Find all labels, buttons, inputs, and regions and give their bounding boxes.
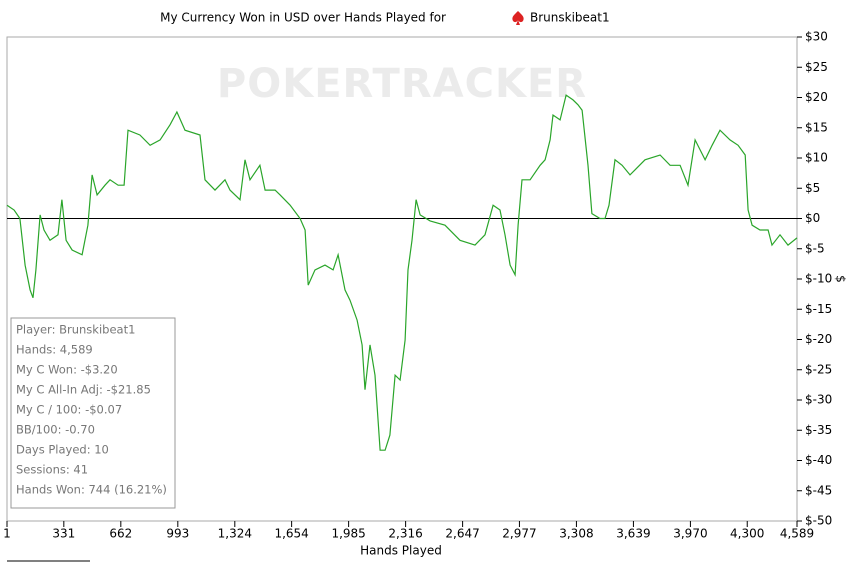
y-tick-label: $-5 [805,241,825,255]
stat-line: BB/100: -0.70 [16,423,95,437]
y-tick-label: $20 [805,90,828,104]
title-name: Brunskibeat1 [530,11,610,25]
y-tick-label: $-15 [805,302,832,316]
plot-area: $30 $25 $20 $15 $10 $5 $0 $-5 $-10 $-15 $-20 $-25 $-… [3,30,832,541]
stat-line: Player: Brunskibeat1 [16,323,135,337]
stat-line: Hands Won: 744 (16.21%) [16,483,167,497]
x-tick-label: 2,977 [502,527,536,541]
y-axis-label: $ [834,275,848,283]
x-tick-label: 1,324 [218,527,252,541]
y-tick-label: $-30 [805,393,832,407]
x-tick-label: 2,316 [388,527,422,541]
stat-line: My C Won: -$3.20 [16,363,118,377]
x-tick-label: 1,654 [274,527,308,541]
stats-frame [10,317,176,509]
stat-line: Days Played: 10 [16,443,109,457]
x-tick-label: 4,300 [730,527,764,541]
x-tick-label: 1,985 [331,527,365,541]
stat-line: Sessions: 41 [16,463,88,477]
x-tick-label: 662 [109,527,132,541]
watermark: POKERTRACKER [217,61,587,107]
y-tick-label: $10 [805,151,828,165]
x-tick-label: 4,589 [780,527,814,541]
y-tick-label: $-10 [805,272,832,286]
stat-line: My C / 100: -$0.07 [16,403,122,417]
x-tick-label: 1 [3,527,11,541]
data-line [6,94,798,451]
x-tick-label: 3,308 [559,527,593,541]
stats-box: Player: Brunskibeat1 Hands: 4,589 My C Won… [10,317,176,509]
y-tick-label: $-45 [805,483,832,497]
title-group: My Currency Won in USD over Hands Played… [160,11,610,25]
y-tick-label: $5 [805,181,820,195]
y-tick-label: $-50 [805,514,832,528]
x-tick-label: 3,970 [673,527,707,541]
x-tick-label: 2,647 [445,527,479,541]
y-tick-label: $15 [805,120,828,134]
spade-icon [512,11,524,25]
stat-line: Hands: 4,589 [16,343,93,357]
y-tick-label: $0 [805,211,820,225]
x-tick-label: 331 [52,527,75,541]
y-tick-label: $-40 [805,453,832,467]
y-tick-label: $-25 [805,362,832,376]
x-tick-label: 3,639 [616,527,650,541]
chart-title: My Currency Won in USD over Hands Played… [160,11,446,25]
x-axis-label: Hands Played [360,544,442,558]
y-tick-label: $-35 [805,423,832,437]
x-tick-label: 993 [166,527,189,541]
y-tick-label: $25 [805,60,828,74]
y-tick-label: $30 [805,30,828,44]
y-tick-label: $-20 [805,332,832,346]
stat-line: My C All-In Adj: -$21.85 [16,383,151,397]
